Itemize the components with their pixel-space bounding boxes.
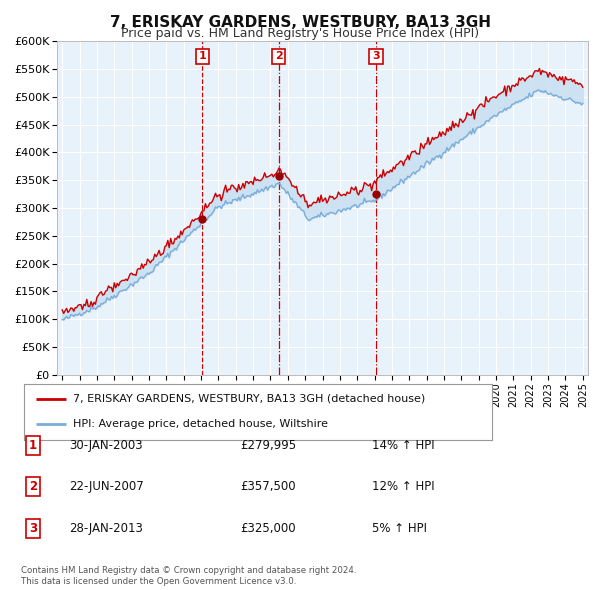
Text: 1: 1 xyxy=(29,439,37,452)
Text: This data is licensed under the Open Government Licence v3.0.: This data is licensed under the Open Gov… xyxy=(21,577,296,586)
Text: 7, ERISKAY GARDENS, WESTBURY, BA13 3GH: 7, ERISKAY GARDENS, WESTBURY, BA13 3GH xyxy=(110,15,491,30)
Text: 2: 2 xyxy=(275,51,283,61)
Text: 14% ↑ HPI: 14% ↑ HPI xyxy=(372,439,434,452)
Text: 3: 3 xyxy=(29,522,37,535)
Text: £279,995: £279,995 xyxy=(240,439,296,452)
Text: 1: 1 xyxy=(199,51,206,61)
Text: 22-JUN-2007: 22-JUN-2007 xyxy=(69,480,144,493)
Text: 3: 3 xyxy=(372,51,380,61)
Text: 28-JAN-2013: 28-JAN-2013 xyxy=(69,522,143,535)
Text: 5% ↑ HPI: 5% ↑ HPI xyxy=(372,522,427,535)
Text: Contains HM Land Registry data © Crown copyright and database right 2024.: Contains HM Land Registry data © Crown c… xyxy=(21,566,356,575)
Text: 12% ↑ HPI: 12% ↑ HPI xyxy=(372,480,434,493)
Text: £357,500: £357,500 xyxy=(240,480,296,493)
Text: 2: 2 xyxy=(29,480,37,493)
Text: HPI: Average price, detached house, Wiltshire: HPI: Average price, detached house, Wilt… xyxy=(73,419,328,430)
Text: 30-JAN-2003: 30-JAN-2003 xyxy=(69,439,143,452)
Text: £325,000: £325,000 xyxy=(240,522,296,535)
Text: Price paid vs. HM Land Registry's House Price Index (HPI): Price paid vs. HM Land Registry's House … xyxy=(121,27,479,40)
Text: 7, ERISKAY GARDENS, WESTBURY, BA13 3GH (detached house): 7, ERISKAY GARDENS, WESTBURY, BA13 3GH (… xyxy=(73,394,425,404)
